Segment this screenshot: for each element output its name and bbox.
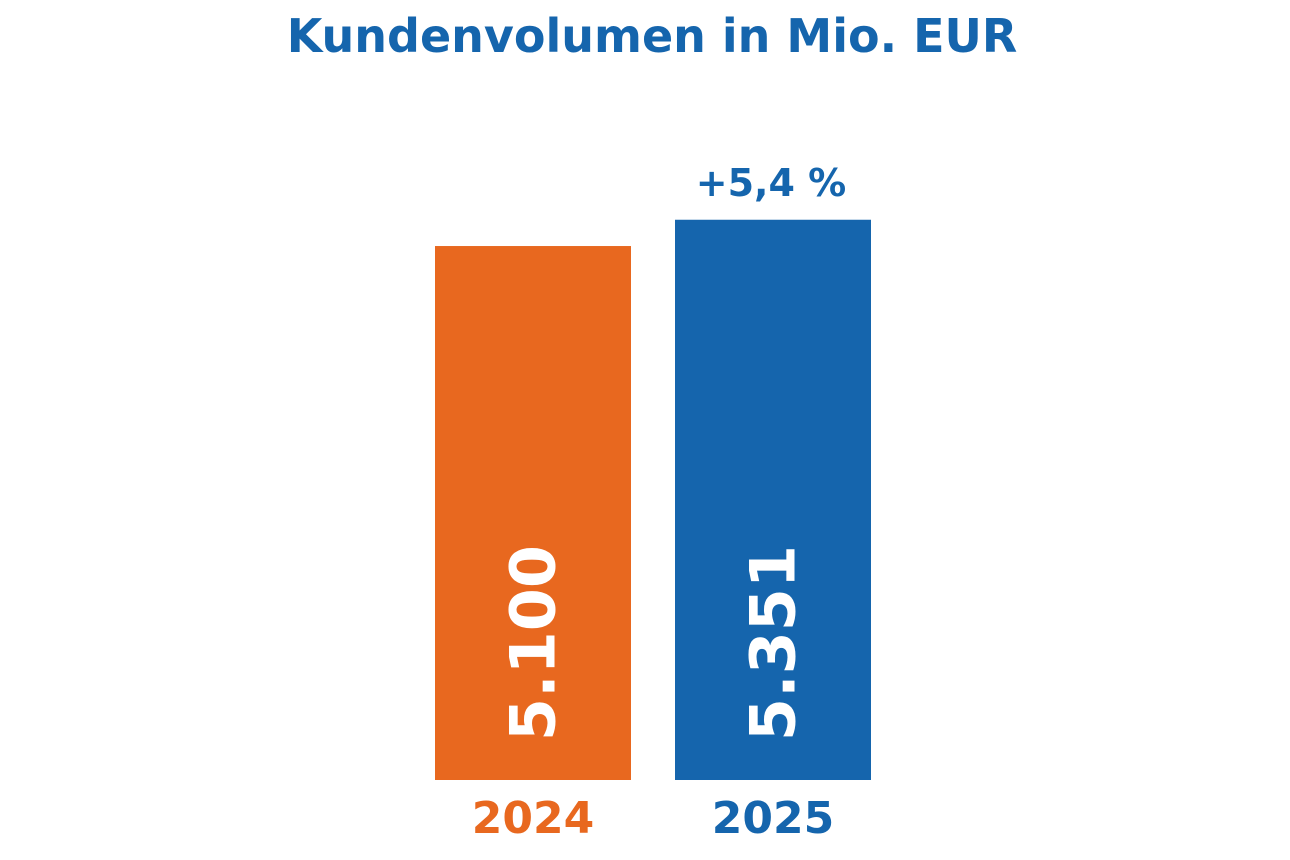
chart-title: Kundenvolumen in Mio. EUR <box>287 9 1018 63</box>
value-label-2025: 5.351 <box>737 545 810 741</box>
bar-group: 5.100 2024 5.351 2025 <box>435 219 871 844</box>
bar-2024 <box>435 246 631 780</box>
bar-2025 <box>675 219 871 780</box>
category-label-2025: 2025 <box>712 793 834 844</box>
change-annotation: +5,4 % <box>696 161 846 205</box>
value-label-2024: 5.100 <box>497 545 570 741</box>
category-label-2024: 2024 <box>472 793 594 844</box>
